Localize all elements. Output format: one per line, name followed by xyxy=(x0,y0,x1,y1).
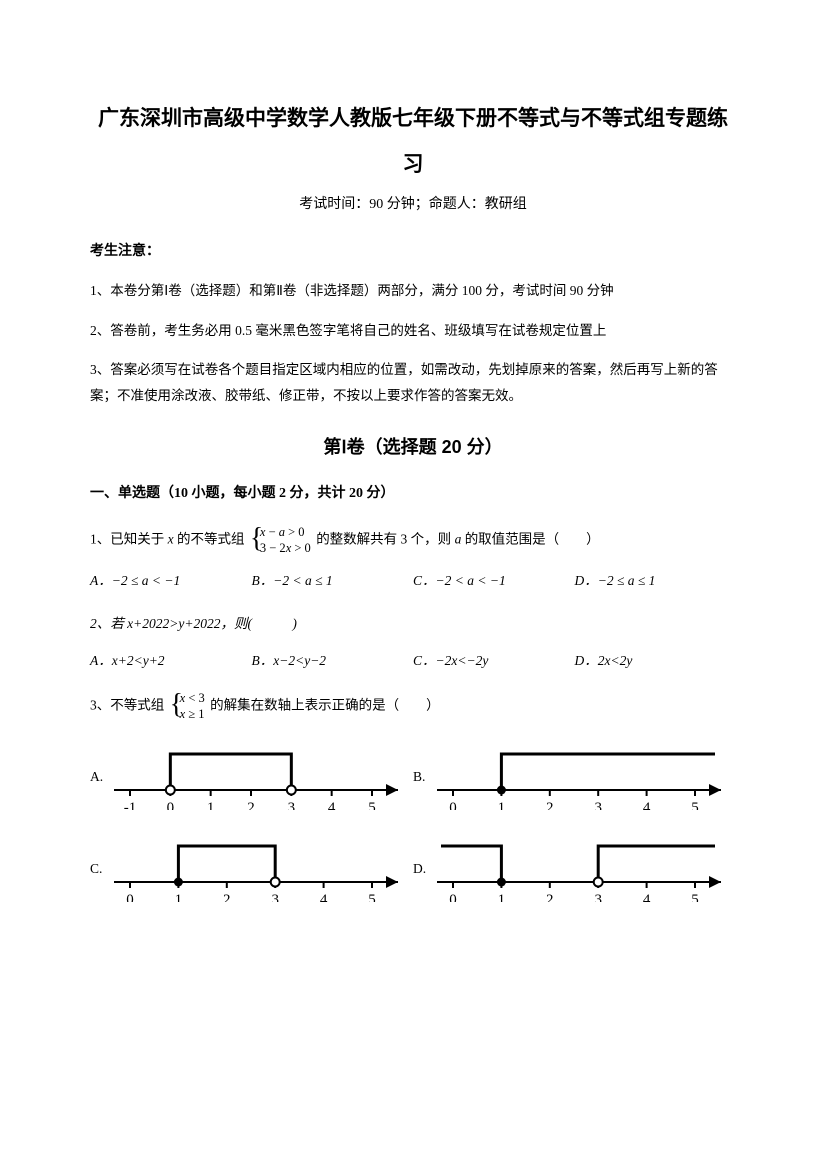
svg-text:4: 4 xyxy=(643,800,651,810)
sys-r1-d: > 0 xyxy=(285,525,305,539)
q1-opt-b: B．−2 < a ≤ 1 xyxy=(252,567,414,594)
svg-text:0: 0 xyxy=(449,892,457,902)
question-1: 1、已知关于 x 的不等式组 x − a > 0 3 − 2x > 0 的整数解… xyxy=(90,524,736,594)
q3-r2-b: ≥ 1 xyxy=(185,707,204,721)
diag-a-cell: A. -1 0 1 2 3 4 5 xyxy=(90,742,413,810)
q1-options: A．−2 ≤ a < −1 B．−2 < a ≤ 1 C．−2 < a < −1… xyxy=(90,567,736,594)
q1-opt-a: A．−2 ≤ a < −1 xyxy=(90,567,252,594)
section-1-head: 第Ⅰ卷（选择题 20 分） xyxy=(90,431,736,463)
q2-opt-c: C．−2x<−2y xyxy=(413,647,575,674)
notice-1: 1、本卷分第Ⅰ卷（选择题）和第Ⅱ卷（非选择题）两部分，满分 100 分，考试时间… xyxy=(90,278,736,304)
svg-text:-1: -1 xyxy=(124,800,137,810)
sys-r2-a: 3 − 2 xyxy=(260,541,286,555)
diag-c-label: C. xyxy=(90,855,112,882)
diag-a-label: A. xyxy=(90,763,112,790)
q1-text-post: 的取值范围是（ ） xyxy=(461,531,599,546)
svg-text:4: 4 xyxy=(320,892,328,902)
group-1-head: 一、单选题（10 小题，每小题 2 分，共计 20 分） xyxy=(90,481,736,506)
notice-2: 2、答卷前，考生务必用 0.5 毫米黑色签字笔将自己的姓名、班级填写在试卷规定位… xyxy=(90,318,736,344)
diag-d-cell: D. 0 1 2 3 4 5 xyxy=(413,834,736,902)
svg-text:0: 0 xyxy=(449,800,457,810)
q1-system: x − a > 0 3 − 2x > 0 xyxy=(250,524,311,557)
svg-text:5: 5 xyxy=(691,800,699,810)
question-3: 3、不等式组 x < 3 x ≥ 1 的解集在数轴上表示正确的是（ ） A. -… xyxy=(90,690,736,927)
q2-opt-a: A．x+2<y+2 xyxy=(90,647,252,674)
sys-r2-c: > 0 xyxy=(291,541,311,555)
svg-text:5: 5 xyxy=(368,892,376,902)
number-line-c: 0 1 2 3 4 5 xyxy=(112,834,402,902)
q2-text: 2、若 x+2022>y+2022，则( ) xyxy=(90,616,297,631)
q2-opt-d: D．2x<2y xyxy=(575,647,737,674)
svg-text:1: 1 xyxy=(207,800,215,810)
q1-opt-c: C．−2 < a < −1 xyxy=(413,567,575,594)
q3-system: x < 3 x ≥ 1 xyxy=(170,690,205,723)
svg-text:5: 5 xyxy=(368,800,376,810)
svg-text:1: 1 xyxy=(175,892,183,902)
q3-text-pre: 3、不等式组 xyxy=(90,697,164,712)
diag-c-cell: C. 0 1 2 3 4 5 xyxy=(90,834,413,902)
number-line-d: 0 1 2 3 4 5 xyxy=(435,834,725,902)
exam-info: 考试时间：90 分钟；命题人：教研组 xyxy=(90,192,736,217)
svg-text:4: 4 xyxy=(643,892,651,902)
diag-d-label: D. xyxy=(413,855,435,882)
svg-text:5: 5 xyxy=(691,892,699,902)
svg-text:0: 0 xyxy=(167,800,175,810)
title-line-1: 广东深圳市高级中学数学人教版七年级下册不等式与不等式组专题练 xyxy=(90,100,736,138)
svg-text:2: 2 xyxy=(223,892,231,902)
q3-text-post: 的解集在数轴上表示正确的是（ ） xyxy=(210,697,440,712)
q2-opt-b: B．x−2<y−2 xyxy=(252,647,414,674)
svg-text:3: 3 xyxy=(271,892,279,902)
q2-options: A．x+2<y+2 B．x−2<y−2 C．−2x<−2y D．2x<2y xyxy=(90,647,736,674)
svg-text:3: 3 xyxy=(594,800,602,810)
svg-text:2: 2 xyxy=(247,800,255,810)
q1-text-mid2: 的整数解共有 3 个，则 xyxy=(316,531,454,546)
svg-text:3: 3 xyxy=(288,800,296,810)
notice-heading: 考生注意： xyxy=(90,239,736,264)
svg-text:4: 4 xyxy=(328,800,336,810)
q1-text-mid1: 的不等式组 xyxy=(174,531,245,546)
svg-text:2: 2 xyxy=(546,800,554,810)
title-line-2: 习 xyxy=(90,146,736,184)
svg-text:0: 0 xyxy=(126,892,134,902)
svg-text:2: 2 xyxy=(546,892,554,902)
sys-r1-b: − xyxy=(265,525,278,539)
number-line-b: 0 1 2 3 4 5 xyxy=(435,742,725,810)
diag-b-cell: B. 0 1 2 3 4 5 xyxy=(413,742,736,810)
q1-opt-d: D．−2 ≤ a ≤ 1 xyxy=(575,567,737,594)
q3-diagrams: A. -1 0 1 2 3 4 5 B. 0 1 2 3 4 5 C. 0 1 2 3 4 5 D. 0 1 2 3 4… xyxy=(90,742,736,926)
svg-text:3: 3 xyxy=(594,892,602,902)
q1-text-pre: 1、已知关于 xyxy=(90,531,168,546)
number-line-a: -1 0 1 2 3 4 5 xyxy=(112,742,402,810)
question-2: 2、若 x+2022>y+2022，则( ) A．x+2<y+2 B．x−2<y… xyxy=(90,610,736,674)
q3-r1-b: < 3 xyxy=(185,691,205,705)
diag-b-label: B. xyxy=(413,763,435,790)
svg-text:1: 1 xyxy=(498,892,506,902)
svg-text:1: 1 xyxy=(498,800,506,810)
notice-3: 3、答案必须写在试卷各个题目指定区域内相应的位置，如需改动，先划掉原来的答案，然… xyxy=(90,357,736,408)
